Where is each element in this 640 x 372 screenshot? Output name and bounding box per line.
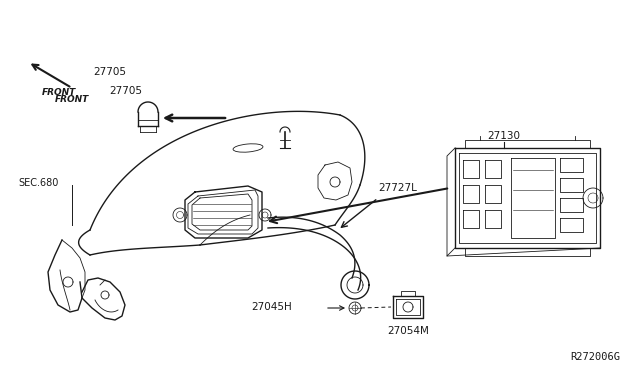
Text: 27045H: 27045H	[252, 302, 292, 312]
Text: R272006G: R272006G	[570, 352, 620, 362]
Text: FRONT: FRONT	[42, 88, 76, 97]
Text: 27054M: 27054M	[387, 326, 429, 336]
Text: 27705: 27705	[93, 67, 127, 77]
Text: 27130: 27130	[488, 131, 520, 141]
Text: 27727L: 27727L	[378, 183, 417, 193]
Text: SEC.680: SEC.680	[18, 178, 58, 188]
Text: 27705: 27705	[109, 86, 143, 96]
Text: FRONT: FRONT	[55, 95, 89, 104]
